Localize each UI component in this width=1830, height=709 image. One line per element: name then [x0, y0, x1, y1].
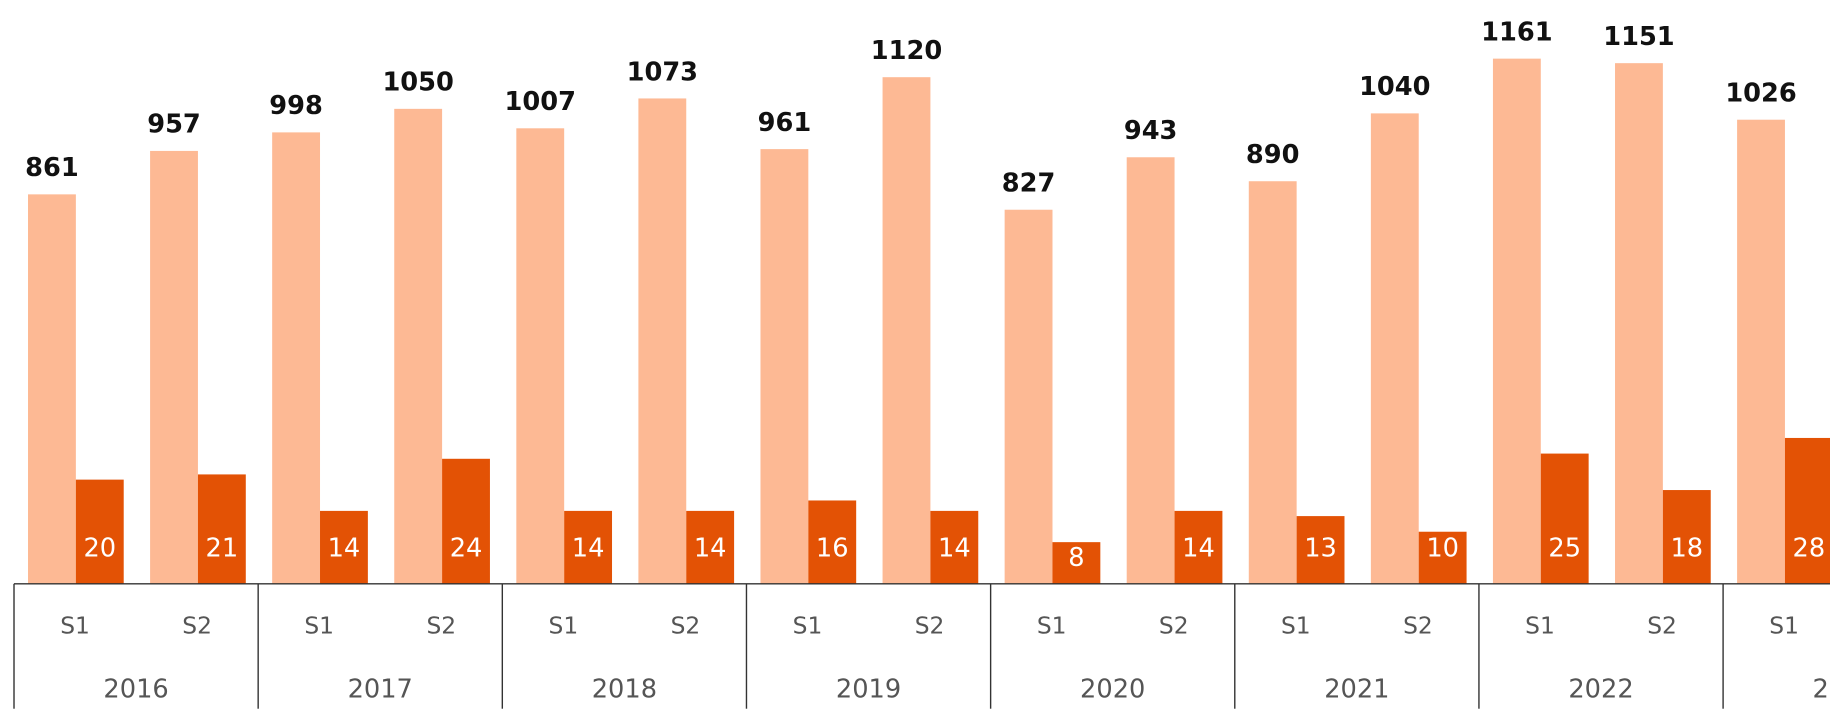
bar	[320, 510, 368, 584]
group-label: 2017	[348, 675, 413, 705]
bar	[1296, 516, 1345, 584]
data-label: 14	[328, 533, 361, 563]
data-label: 943	[1124, 116, 1178, 146]
group-label: 2023	[1813, 675, 1830, 705]
x-tick-label: S1	[304, 612, 334, 640]
data-label: 1007	[505, 87, 576, 117]
data-label: 28	[1793, 533, 1826, 563]
bar	[1492, 58, 1541, 584]
data-label: 14	[1182, 533, 1215, 563]
data-label: 1050	[382, 68, 453, 98]
bar	[150, 150, 198, 584]
bar	[516, 128, 565, 584]
x-tick-label: S1	[793, 612, 823, 640]
data-label: 957	[147, 110, 201, 140]
x-tick-label: S1	[1281, 612, 1311, 640]
bar	[1662, 490, 1711, 584]
group-label: 2018	[592, 675, 657, 705]
x-tick-label: S2	[182, 612, 212, 640]
bar	[1248, 181, 1297, 584]
bar	[1540, 453, 1589, 584]
x-tick-label: S2	[915, 612, 945, 640]
data-label: 1073	[627, 57, 698, 87]
data-label: 890	[1246, 140, 1300, 170]
bar	[1737, 119, 1785, 584]
data-label: 20	[83, 533, 116, 563]
bar	[1370, 113, 1419, 584]
x-tick-label: S1	[549, 612, 579, 640]
bar	[882, 77, 931, 584]
x-tick-label: S1	[1525, 612, 1555, 640]
data-label: 961	[758, 108, 812, 138]
data-label: 14	[572, 533, 605, 563]
data-label: 1161	[1481, 17, 1552, 47]
bar	[75, 479, 124, 584]
data-label: 18	[1670, 533, 1703, 563]
data-label: 24	[450, 533, 483, 563]
bar	[808, 500, 857, 584]
bar	[394, 108, 443, 584]
bar	[564, 510, 613, 584]
x-tick-label: S2	[1647, 612, 1677, 640]
bar	[1418, 531, 1467, 584]
bar	[1174, 510, 1223, 584]
data-label: 827	[1002, 169, 1056, 199]
data-label: 14	[694, 533, 727, 563]
bar	[930, 510, 979, 584]
data-label: 1151	[1603, 22, 1674, 52]
x-tick-label: S1	[1769, 612, 1799, 640]
bar	[1126, 157, 1175, 584]
data-label: 861	[25, 153, 79, 183]
group-label: 2016	[103, 675, 168, 705]
bar	[1615, 63, 1663, 584]
data-label: 21	[206, 533, 239, 563]
x-tick-label: S2	[1159, 612, 1189, 640]
group-label: 2021	[1324, 675, 1389, 705]
x-tick-label: S2	[426, 612, 456, 640]
data-label: 25	[1548, 533, 1581, 563]
bar	[760, 149, 809, 584]
x-tick-label: S1	[60, 612, 90, 640]
data-label: 8	[1068, 543, 1084, 573]
data-label: 10	[1426, 533, 1459, 563]
data-label: 14	[938, 533, 971, 563]
data-label: 1040	[1359, 72, 1430, 102]
bar	[1004, 209, 1053, 584]
bar	[638, 98, 687, 584]
x-tick-label: S2	[671, 612, 701, 640]
bar	[272, 132, 321, 584]
data-label: 1026	[1725, 79, 1796, 109]
data-label: 998	[269, 91, 323, 121]
data-label: 16	[816, 533, 849, 563]
bar	[442, 458, 490, 584]
group-label: 2020	[1080, 675, 1145, 705]
bar	[686, 510, 735, 584]
bar	[1052, 542, 1101, 584]
group-label: 2022	[1568, 675, 1633, 705]
bar	[1784, 437, 1830, 584]
x-tick-label: S1	[1037, 612, 1067, 640]
bar	[197, 474, 246, 584]
data-label: 13	[1304, 533, 1337, 563]
bar	[28, 194, 76, 584]
group-label: 2019	[836, 675, 901, 705]
data-label: 1120	[871, 36, 942, 66]
x-tick-label: S2	[1403, 612, 1433, 640]
